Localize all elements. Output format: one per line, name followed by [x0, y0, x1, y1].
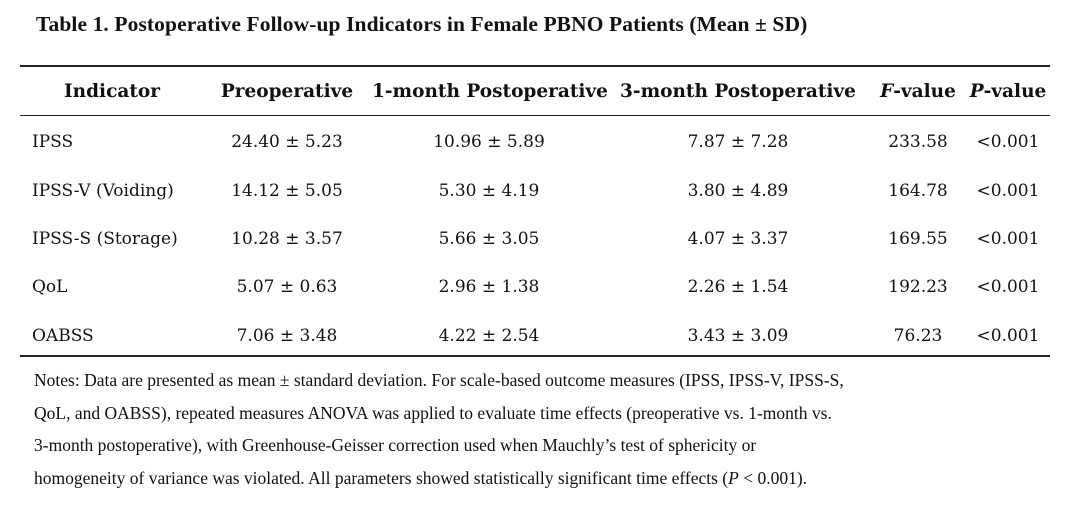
header-indicator: Indicator: [64, 80, 160, 102]
cell-indicator: OABSS: [32, 325, 94, 346]
table-top-rule: [20, 65, 1050, 67]
cell-p-value: <0.001: [976, 325, 1040, 346]
cell-1-month: 2.96 ± 1.38: [438, 277, 540, 298]
table-bottom-rule: [20, 355, 1050, 357]
cell-f-value: 169.55: [888, 228, 948, 249]
cell-indicator: IPSS-V (Voiding): [32, 180, 174, 201]
table-row: IPSS-V (Voiding) 14.12 ± 5.05 5.30 ± 4.1…: [20, 166, 1050, 214]
notes-text: Notes: Data are presented as mean ± stan…: [34, 370, 844, 488]
cell-3-month: 2.26 ± 1.54: [687, 277, 789, 298]
cell-f-value: 192.23: [888, 277, 948, 298]
cell-1-month: 10.96 ± 5.89: [433, 132, 545, 153]
table-header-rule: [20, 115, 1050, 116]
cell-indicator: QoL: [32, 277, 68, 298]
cell-preoperative: 14.12 ± 5.05: [231, 180, 343, 201]
cell-preoperative: 10.28 ± 3.57: [231, 228, 343, 249]
cell-3-month: 7.87 ± 7.28: [687, 132, 789, 153]
cell-3-month: 3.80 ± 4.89: [687, 180, 789, 201]
data-table: Indicator Preoperative 1-month Postopera…: [20, 67, 1050, 360]
cell-preoperative: 7.06 ± 3.48: [236, 325, 338, 346]
cell-3-month: 4.07 ± 3.37: [687, 228, 789, 249]
f-suffix: -value: [893, 80, 956, 102]
cell-preoperative: 24.40 ± 5.23: [231, 132, 343, 153]
cell-p-value: <0.001: [976, 228, 1040, 249]
p-suffix: -value: [983, 80, 1047, 102]
cell-1-month: 4.22 ± 2.54: [438, 325, 540, 346]
table-row: QoL 5.07 ± 0.63 2.96 ± 1.38 2.26 ± 1.54 …: [20, 263, 1050, 311]
p-italic-letter: P: [969, 80, 984, 102]
cell-f-value: 233.58: [888, 132, 948, 153]
cell-f-value: 76.23: [893, 325, 943, 346]
table-notes: Notes: Data are presented as mean ± stan…: [34, 364, 1044, 494]
notes-p-italic: P: [728, 467, 739, 488]
cell-p-value: <0.001: [976, 277, 1040, 298]
cell-f-value: 164.78: [888, 180, 948, 201]
table-caption: Table 1. Postoperative Follow-up Indicat…: [36, 12, 808, 36]
cell-p-value: <0.001: [976, 180, 1040, 201]
header-p-value: P-value: [966, 67, 1050, 115]
header-row: Indicator Preoperative 1-month Postopera…: [20, 67, 1050, 115]
cell-1-month: 5.30 ± 4.19: [438, 180, 540, 201]
cell-indicator: IPSS: [32, 132, 74, 153]
header-f-value: F-value: [870, 67, 966, 115]
cell-1-month: 5.66 ± 3.05: [438, 228, 540, 249]
header-3-month-postoperative: 3-month Postoperative: [620, 80, 856, 102]
notes-text-end: < 0.001).: [738, 467, 808, 488]
table-row: OABSS 7.06 ± 3.48 4.22 ± 2.54 3.43 ± 3.0…: [20, 312, 1050, 360]
table-row: IPSS-S (Storage) 10.28 ± 3.57 5.66 ± 3.0…: [20, 215, 1050, 263]
f-italic-letter: F: [880, 80, 894, 102]
table-row: IPSS 24.40 ± 5.23 10.96 ± 5.89 7.87 ± 7.…: [20, 115, 1050, 166]
cell-preoperative: 5.07 ± 0.63: [236, 277, 338, 298]
header-1-month-postoperative: 1-month Postoperative: [372, 80, 608, 102]
cell-p-value: <0.001: [976, 132, 1040, 153]
cell-indicator: IPSS-S (Storage): [32, 228, 178, 249]
cell-3-month: 3.43 ± 3.09: [687, 325, 789, 346]
header-preoperative: Preoperative: [220, 80, 354, 102]
